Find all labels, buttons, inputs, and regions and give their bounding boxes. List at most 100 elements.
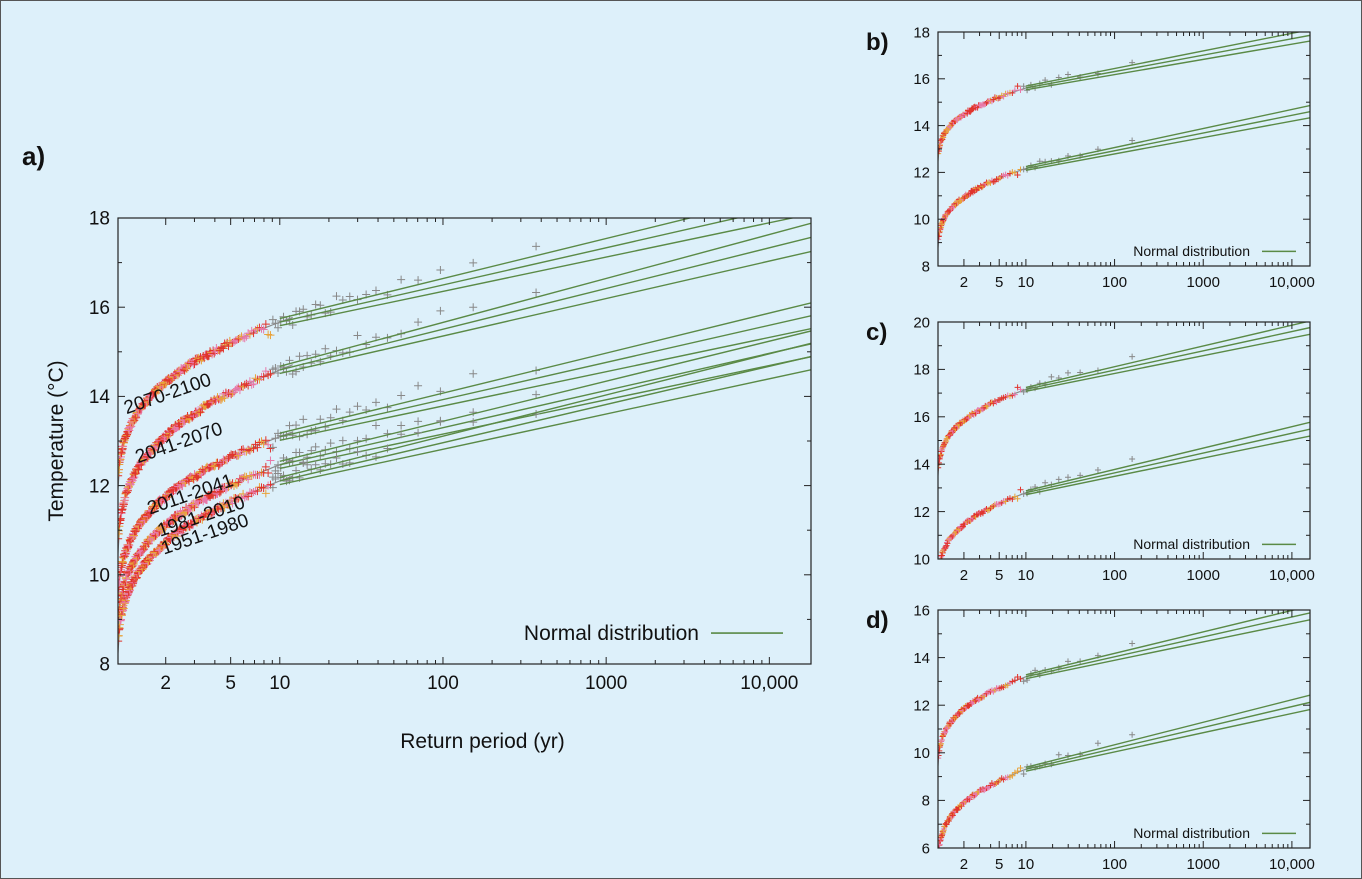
data-marker xyxy=(240,334,249,343)
x-tick-label: 1000 xyxy=(585,673,627,694)
data-marker xyxy=(383,444,392,453)
data-marker xyxy=(253,443,262,452)
series-2041-2070 xyxy=(118,222,811,562)
y-tick-label: 8 xyxy=(99,655,110,676)
data-marker xyxy=(1065,71,1071,78)
x-tick-label: 1000 xyxy=(1187,274,1220,291)
series-2011-2041 xyxy=(118,302,811,612)
y-axis-label: Temperature (°C) xyxy=(45,360,68,521)
data-marker xyxy=(988,504,995,511)
data-marker xyxy=(469,258,478,267)
data-marker xyxy=(949,429,956,436)
confidence-line xyxy=(279,218,693,320)
confidence-line xyxy=(1025,40,1310,91)
data-marker xyxy=(247,471,256,480)
data-marker xyxy=(299,415,308,424)
y-tick-label: 12 xyxy=(913,504,930,521)
y-tick-label: 20 xyxy=(913,314,930,331)
data-marker xyxy=(259,325,268,334)
data-marker xyxy=(321,344,330,353)
confidence-line xyxy=(1025,610,1297,676)
data-marker xyxy=(261,462,270,471)
y-tick-label: 10 xyxy=(913,211,930,228)
y-tick-label: 8 xyxy=(922,258,930,275)
y-tick-label: 12 xyxy=(913,165,930,182)
data-marker xyxy=(397,430,406,439)
data-marker xyxy=(266,456,275,465)
series-curve-2 xyxy=(938,421,1310,559)
data-marker xyxy=(271,434,280,443)
x-tick-label: 100 xyxy=(1102,567,1127,584)
confidence-line xyxy=(1025,421,1310,492)
data-marker xyxy=(216,396,225,405)
x-tick-label: 10,000 xyxy=(740,673,798,694)
data-marker xyxy=(988,177,995,184)
confidence-line xyxy=(1025,435,1310,496)
data-marker xyxy=(161,523,170,532)
confidence-line xyxy=(1025,333,1310,392)
data-marker xyxy=(1129,353,1136,360)
confidence-line xyxy=(279,302,811,434)
fit-line xyxy=(1025,701,1310,770)
x-tick-label: 10 xyxy=(269,673,290,694)
data-marker xyxy=(353,436,362,445)
confidence-line xyxy=(279,327,811,441)
data-marker xyxy=(237,382,246,391)
series-curve-1 xyxy=(938,610,1310,774)
data-marker xyxy=(1017,486,1024,493)
data-marker xyxy=(1129,137,1136,144)
data-marker xyxy=(311,442,320,451)
data-marker xyxy=(371,286,380,295)
data-marker xyxy=(1014,768,1021,775)
legend-label: Normal distribution xyxy=(1133,825,1250,841)
plot-area xyxy=(938,32,1310,255)
legend-label: Normal distribution xyxy=(1133,243,1250,259)
y-tick-label: 16 xyxy=(913,409,930,426)
data-marker xyxy=(397,275,406,284)
data-marker xyxy=(397,391,406,400)
data-marker xyxy=(266,331,275,340)
data-marker xyxy=(1017,764,1024,771)
data-marker xyxy=(257,324,266,333)
data-marker xyxy=(244,381,253,390)
x-tick-label: 100 xyxy=(1102,274,1127,291)
data-marker xyxy=(982,786,989,793)
data-marker xyxy=(982,180,989,187)
confidence-line xyxy=(279,342,811,479)
data-marker xyxy=(194,409,203,418)
data-marker xyxy=(274,469,283,478)
x-tick-label: 2 xyxy=(960,567,968,584)
x-tick-label: 100 xyxy=(427,673,459,694)
data-marker xyxy=(469,303,478,312)
data-marker xyxy=(261,320,270,329)
y-tick-label: 16 xyxy=(913,602,930,619)
y-tick-label: 14 xyxy=(913,650,930,667)
panel-d: d) 6 8 10 12 14 16 2 5 10 100 1000 10,000 Normal dist… xyxy=(866,602,1315,873)
data-marker xyxy=(316,415,325,424)
data-marker xyxy=(266,369,275,378)
data-marker xyxy=(240,380,249,389)
data-marker xyxy=(299,459,308,468)
data-marker xyxy=(959,524,966,531)
y-tick-label: 14 xyxy=(913,118,930,135)
data-marker xyxy=(268,443,277,452)
data-marker xyxy=(362,434,371,443)
data-marker xyxy=(1055,476,1062,483)
data-marker xyxy=(299,305,308,314)
data-marker xyxy=(414,318,423,327)
data-marker xyxy=(232,480,241,489)
data-marker xyxy=(261,436,270,445)
data-marker xyxy=(311,460,320,469)
fit-line xyxy=(1025,111,1310,170)
data-marker xyxy=(954,423,961,430)
data-marker xyxy=(1065,658,1071,665)
confidence-line xyxy=(279,330,811,462)
data-marker xyxy=(532,390,541,399)
data-marker xyxy=(274,323,283,332)
fit-line xyxy=(279,315,811,438)
data-marker xyxy=(292,421,301,430)
confidence-line xyxy=(279,356,811,470)
x-tick-label: 10,000 xyxy=(1269,274,1315,291)
data-marker xyxy=(235,386,244,395)
y-tick-label: 16 xyxy=(89,298,110,319)
